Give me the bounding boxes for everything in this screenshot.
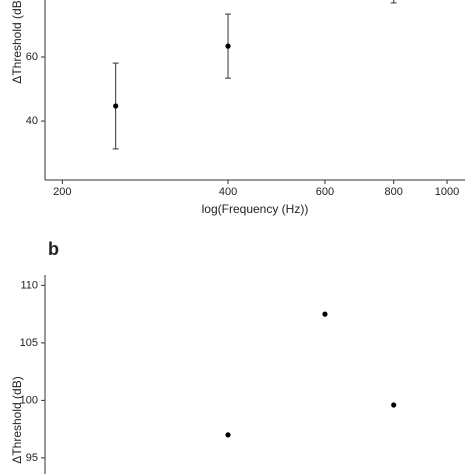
y-axis-label: ΔThreshold (dB): [10, 0, 24, 84]
y-axis-label: ΔThreshold (dB): [10, 376, 24, 463]
x-tick-label: 600: [316, 186, 334, 198]
point: [391, 402, 397, 408]
y-tick-label: 60: [26, 51, 38, 63]
y-tick-label: 100: [20, 394, 38, 406]
y-tick-label: 105: [20, 337, 38, 349]
y-tick-label: 95: [26, 452, 38, 464]
x-tick-label: 800: [385, 186, 403, 198]
point: [225, 432, 231, 438]
plot-area: [112, 0, 397, 150]
point: [113, 103, 119, 109]
x-tick-label: 1000: [435, 186, 459, 198]
point: [322, 311, 328, 317]
plot-area: [225, 311, 397, 438]
y-tick-label: 110: [20, 279, 38, 291]
x-tick-label: 400: [219, 186, 237, 198]
panel-label: b: [48, 239, 59, 259]
x-axis-label: log(Frequency (Hz)): [202, 202, 309, 216]
point: [225, 43, 231, 49]
y-tick-label: 40: [26, 115, 38, 127]
x-tick-label: 200: [53, 186, 71, 198]
